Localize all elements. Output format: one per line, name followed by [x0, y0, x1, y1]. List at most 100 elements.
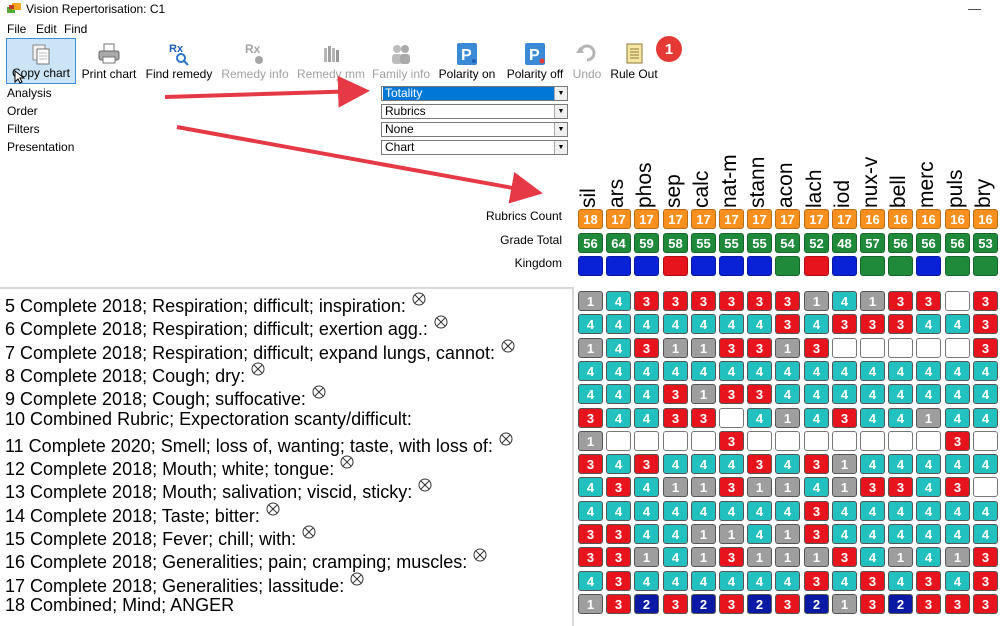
- grade-cell[interactable]: 4: [888, 361, 913, 381]
- grade-cell[interactable]: 4: [973, 361, 998, 381]
- remedy-name[interactable]: lach: [803, 140, 826, 208]
- grade-cell[interactable]: 4: [973, 384, 998, 404]
- grade-cell[interactable]: 2: [804, 594, 829, 614]
- grade-cell[interactable]: 4: [945, 314, 970, 334]
- chevron-down-icon[interactable]: ▼: [554, 123, 567, 136]
- rubric-row[interactable]: 8 Complete 2018; Cough; dry:: [5, 362, 265, 387]
- grade-cell[interactable]: 4: [916, 314, 941, 334]
- grade-cell[interactable]: 4: [804, 361, 829, 381]
- cross-circle-icon[interactable]: [418, 478, 432, 492]
- grade-cell[interactable]: 3: [860, 594, 885, 614]
- grade-cell[interactable]: 4: [860, 361, 885, 381]
- grade-cell[interactable]: 4: [775, 501, 800, 521]
- grade-cell[interactable]: 4: [775, 384, 800, 404]
- grade-cell[interactable]: 4: [916, 524, 941, 544]
- grade-cell[interactable]: 4: [634, 571, 659, 591]
- grade-cell[interactable]: [691, 431, 716, 451]
- print-chart-button[interactable]: Print chart: [78, 38, 140, 84]
- grade-cell[interactable]: 3: [888, 314, 913, 334]
- grade-cell[interactable]: [916, 431, 941, 451]
- grade-cell[interactable]: 4: [916, 477, 941, 497]
- grade-cell[interactable]: [973, 477, 998, 497]
- grade-cell[interactable]: 4: [663, 547, 688, 567]
- remedy-name[interactable]: nat-m: [718, 140, 741, 208]
- grade-cell[interactable]: 4: [916, 454, 941, 474]
- cross-circle-icon[interactable]: [350, 572, 364, 586]
- grade-cell[interactable]: 1: [832, 477, 857, 497]
- grade-cell[interactable]: 3: [719, 291, 744, 311]
- cross-circle-icon[interactable]: [434, 315, 448, 329]
- grade-cell[interactable]: 4: [634, 361, 659, 381]
- grade-cell[interactable]: 3: [606, 547, 631, 567]
- grade-cell[interactable]: 1: [804, 291, 829, 311]
- grade-cell[interactable]: 1: [775, 477, 800, 497]
- find-remedy-button[interactable]: Rx Find remedy: [142, 38, 216, 84]
- grade-cell[interactable]: 3: [973, 338, 998, 358]
- grade-cell[interactable]: 1: [775, 338, 800, 358]
- grade-cell[interactable]: 4: [832, 524, 857, 544]
- grade-cell[interactable]: 4: [775, 361, 800, 381]
- minimize-button[interactable]: —: [968, 1, 981, 16]
- grade-cell[interactable]: 3: [832, 408, 857, 428]
- grade-cell[interactable]: 4: [832, 291, 857, 311]
- grade-cell[interactable]: 4: [860, 547, 885, 567]
- cross-circle-icon[interactable]: [266, 502, 280, 516]
- grade-cell[interactable]: 4: [973, 524, 998, 544]
- remedy-name[interactable]: sep: [662, 140, 685, 208]
- grade-cell[interactable]: [945, 338, 970, 358]
- cross-circle-icon[interactable]: [499, 432, 513, 446]
- grade-cell[interactable]: 4: [888, 524, 913, 544]
- grade-cell[interactable]: 3: [663, 594, 688, 614]
- grade-cell[interactable]: 4: [719, 361, 744, 381]
- cross-circle-icon[interactable]: [501, 339, 515, 353]
- cross-circle-icon[interactable]: [302, 525, 316, 539]
- grade-cell[interactable]: 4: [945, 524, 970, 544]
- grade-cell[interactable]: 3: [945, 594, 970, 614]
- grade-cell[interactable]: 3: [973, 571, 998, 591]
- grade-cell[interactable]: 4: [888, 454, 913, 474]
- grade-cell[interactable]: 4: [945, 408, 970, 428]
- cross-circle-icon[interactable]: [251, 362, 265, 376]
- chevron-down-icon[interactable]: ▼: [554, 87, 567, 100]
- grade-cell[interactable]: 1: [634, 547, 659, 567]
- grade-cell[interactable]: 3: [916, 594, 941, 614]
- grade-cell[interactable]: 3: [663, 291, 688, 311]
- grade-cell[interactable]: 4: [634, 408, 659, 428]
- grade-cell[interactable]: 4: [663, 571, 688, 591]
- grade-cell[interactable]: 1: [832, 454, 857, 474]
- grade-cell[interactable]: 4: [888, 571, 913, 591]
- grade-cell[interactable]: 1: [691, 477, 716, 497]
- grade-cell[interactable]: 4: [719, 314, 744, 334]
- grade-cell[interactable]: 1: [719, 524, 744, 544]
- remedy-name[interactable]: ars: [605, 140, 628, 208]
- family-info-button[interactable]: Family info: [370, 38, 432, 84]
- grade-cell[interactable]: 4: [691, 314, 716, 334]
- grade-cell[interactable]: 4: [691, 361, 716, 381]
- grade-cell[interactable]: 4: [832, 501, 857, 521]
- grade-cell[interactable]: 3: [719, 338, 744, 358]
- remedy-name[interactable]: acon: [774, 140, 797, 208]
- grade-cell[interactable]: 4: [916, 384, 941, 404]
- grade-cell[interactable]: 4: [578, 501, 603, 521]
- rubric-row[interactable]: 9 Complete 2018; Cough; suffocative:: [5, 385, 326, 410]
- order-select[interactable]: Rubrics ▼: [381, 104, 568, 119]
- grade-cell[interactable]: 4: [634, 384, 659, 404]
- grade-cell[interactable]: 3: [719, 594, 744, 614]
- grade-cell[interactable]: 4: [606, 454, 631, 474]
- grade-cell[interactable]: 3: [804, 501, 829, 521]
- grade-cell[interactable]: 4: [945, 361, 970, 381]
- rubric-row[interactable]: 18 Combined; Mind; ANGER: [5, 595, 234, 616]
- grade-cell[interactable]: 4: [945, 454, 970, 474]
- grade-cell[interactable]: 1: [691, 384, 716, 404]
- grade-cell[interactable]: 4: [945, 384, 970, 404]
- grade-cell[interactable]: 4: [578, 361, 603, 381]
- grade-cell[interactable]: 4: [804, 384, 829, 404]
- grade-cell[interactable]: 3: [634, 291, 659, 311]
- grade-cell[interactable]: 4: [606, 361, 631, 381]
- grade-cell[interactable]: [945, 291, 970, 311]
- rubric-row[interactable]: 6 Complete 2018; Respiration; difficult;…: [5, 315, 448, 340]
- grade-cell[interactable]: 3: [606, 594, 631, 614]
- grade-cell[interactable]: 4: [663, 524, 688, 544]
- grade-cell[interactable]: [663, 431, 688, 451]
- grade-cell[interactable]: 4: [578, 384, 603, 404]
